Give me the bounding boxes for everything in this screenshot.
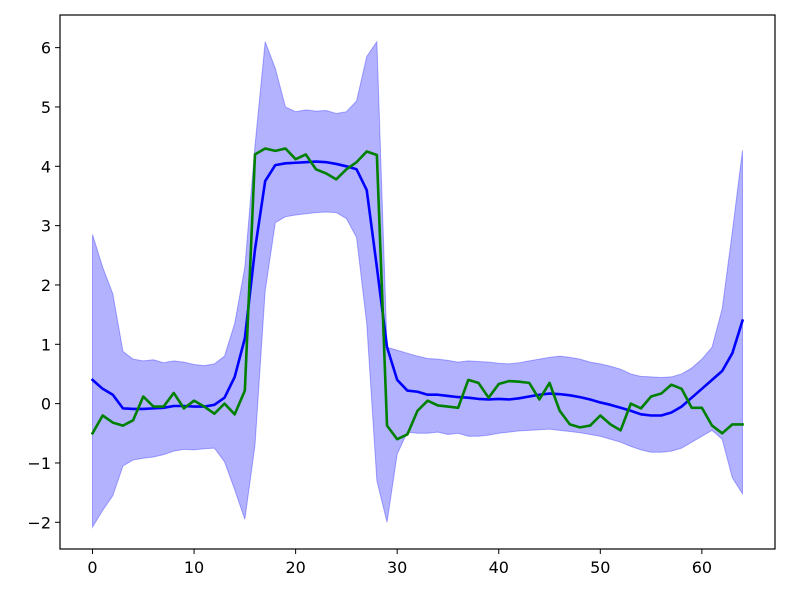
y-tick-label: 3	[41, 217, 51, 236]
x-tick-label: 60	[692, 558, 712, 577]
series-line-0	[90, 160, 745, 417]
x-tick-label: 20	[285, 558, 305, 577]
y-tick-label: 2	[41, 276, 51, 295]
x-tick-label: 10	[184, 558, 204, 577]
y-tick-label: −1	[27, 454, 51, 473]
y-tick-label: 0	[41, 395, 51, 414]
x-tick-label: 40	[489, 558, 509, 577]
x-tick-label: 30	[387, 558, 407, 577]
y-tick-label: 1	[41, 335, 51, 354]
x-tick-label: 0	[87, 558, 97, 577]
axes-frame	[59, 14, 776, 550]
series-line-1	[90, 147, 744, 441]
y-tick-label: −2	[27, 513, 51, 532]
x-tick-label: 50	[590, 558, 610, 577]
y-tick-label: 5	[41, 98, 51, 117]
y-tick-label: 4	[41, 157, 51, 176]
y-tick-label: 6	[41, 39, 51, 58]
